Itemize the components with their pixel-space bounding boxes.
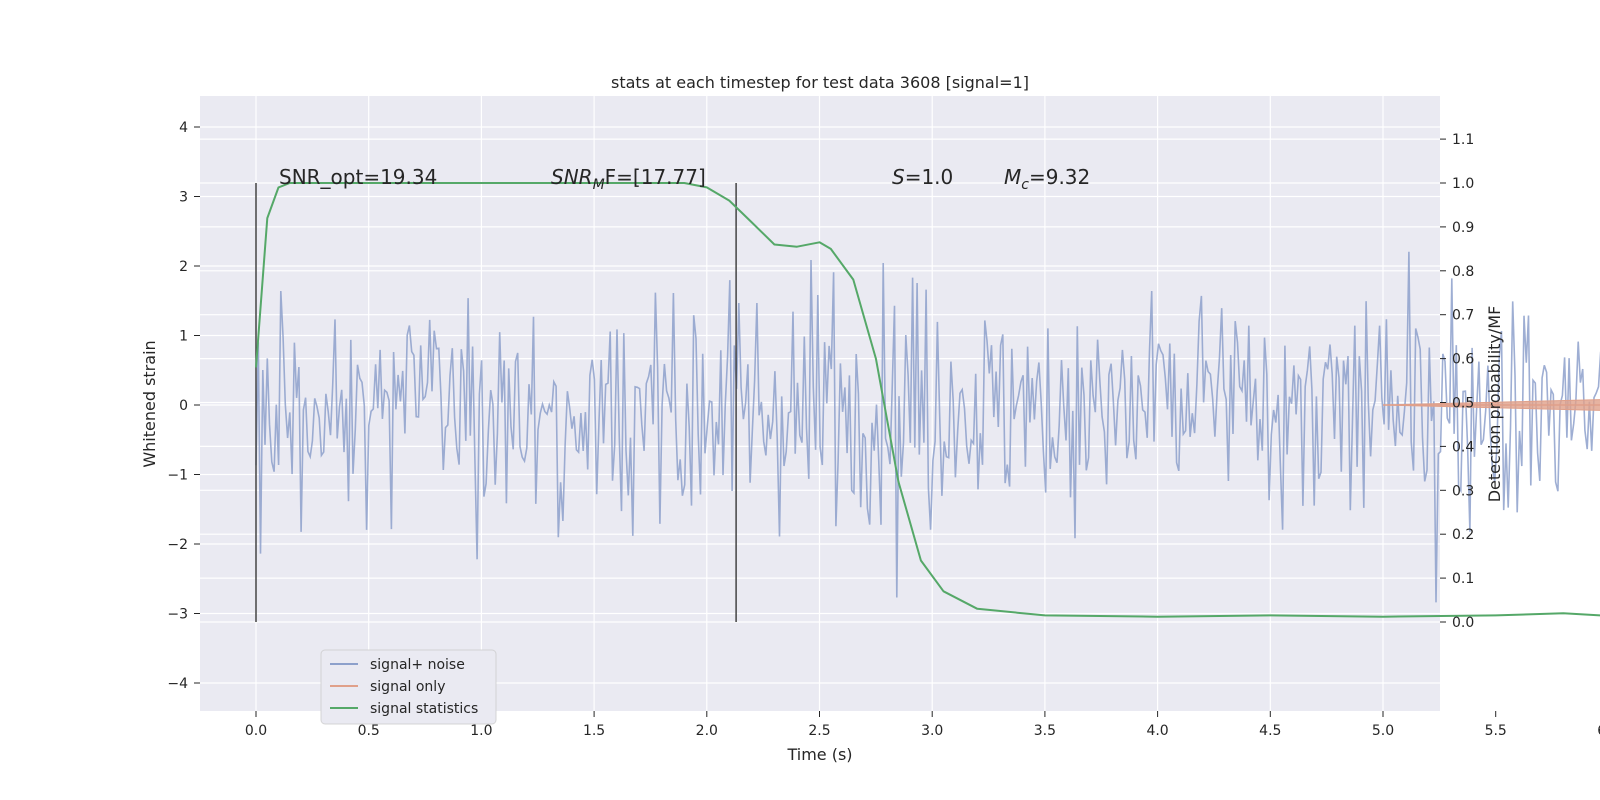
x-tick-label: 1.5	[583, 723, 605, 739]
y2-tick-label: 0.9	[1452, 220, 1474, 236]
y2-tick-label: 0.7	[1452, 308, 1474, 324]
annotation-snr-opt: SNR_opt=19.34	[279, 165, 437, 189]
legend-label-signal-statistics: signal statistics	[370, 701, 478, 717]
annotation-s: S=1.0	[892, 165, 953, 189]
vertical-markers	[255, 183, 737, 622]
y-tick-label: −4	[167, 676, 188, 692]
x-tick-label: 0.5	[358, 723, 380, 739]
y-tick-label: −3	[167, 607, 188, 623]
annotation-mc: Mc=9.32	[1004, 165, 1090, 193]
y-axis-ticks: 4 3 2 1 0 −1 −2 −3 −4	[167, 120, 200, 692]
x-tick-label: 4.5	[1259, 723, 1281, 739]
x-tick-label: 0.0	[245, 723, 267, 739]
y2-tick-label: 1.1	[1452, 132, 1474, 148]
series-signal-only	[1382, 399, 1600, 411]
legend-label-signal-only: signal only	[370, 679, 445, 695]
y2-tick-label: 0.8	[1452, 264, 1474, 280]
y-tick-label: −1	[167, 468, 188, 484]
y-tick-label: 4	[179, 120, 188, 136]
x-axis-label: Time (s)	[786, 745, 852, 764]
x-tick-label: 2.5	[808, 723, 830, 739]
series-line-signal-plus-noise	[255, 251, 1600, 603]
annotation-snr-mf: SNRMF=[17.77]	[551, 165, 706, 193]
x-tick-label: 5.0	[1372, 723, 1394, 739]
x-tick-label: 3.5	[1034, 723, 1056, 739]
y-tick-label: −2	[167, 537, 188, 553]
y2-tick-label: 0.4	[1452, 439, 1474, 455]
series-signal-statistics	[255, 182, 1600, 618]
y-tick-label: 0	[179, 398, 188, 414]
series-signal-plus-noise	[255, 251, 1600, 603]
legend-label-signal-plus-noise: signal+ noise	[370, 657, 465, 673]
x-axis-ticks: 0.00.51.01.52.02.53.03.54.04.55.05.56.06…	[245, 711, 1600, 739]
x-tick-label: 2.0	[696, 723, 718, 739]
y-tick-label: 1	[179, 329, 188, 345]
y2-axis-ticks: 1.1 1.0 0.9 0.8 0.7 0.6 0.5 0.4 0.3 0.2 0.1 0.0	[1440, 132, 1474, 631]
x-tick-label: 4.0	[1146, 723, 1168, 739]
y-tick-label: 2	[179, 259, 188, 275]
series-line-signal-statistics	[255, 182, 1600, 618]
y2-tick-label: 0.0	[1452, 615, 1474, 631]
y2-tick-label: 0.3	[1452, 483, 1474, 499]
y2-axis-label: Detection probability/MF	[1485, 306, 1504, 503]
y2-tick-label: 0.6	[1452, 352, 1474, 368]
y-axis-label: Whitened strain	[140, 340, 159, 467]
x-tick-label: 6.0	[1597, 723, 1600, 739]
y-tick-label: 3	[179, 190, 188, 206]
y2-tick-label: 0.5	[1452, 396, 1474, 412]
x-tick-label: 3.0	[921, 723, 943, 739]
x-tick-label: 5.5	[1485, 723, 1507, 739]
chart-title: stats at each timestep for test data 360…	[611, 73, 1029, 92]
x-tick-label: 1.0	[470, 723, 492, 739]
legend: signal+ noise signal only signal statist…	[320, 649, 497, 725]
y2-tick-label: 0.2	[1452, 527, 1474, 543]
y2-tick-label: 0.1	[1452, 571, 1474, 587]
legend-box	[320, 649, 497, 725]
y2-tick-label: 1.0	[1452, 176, 1474, 192]
